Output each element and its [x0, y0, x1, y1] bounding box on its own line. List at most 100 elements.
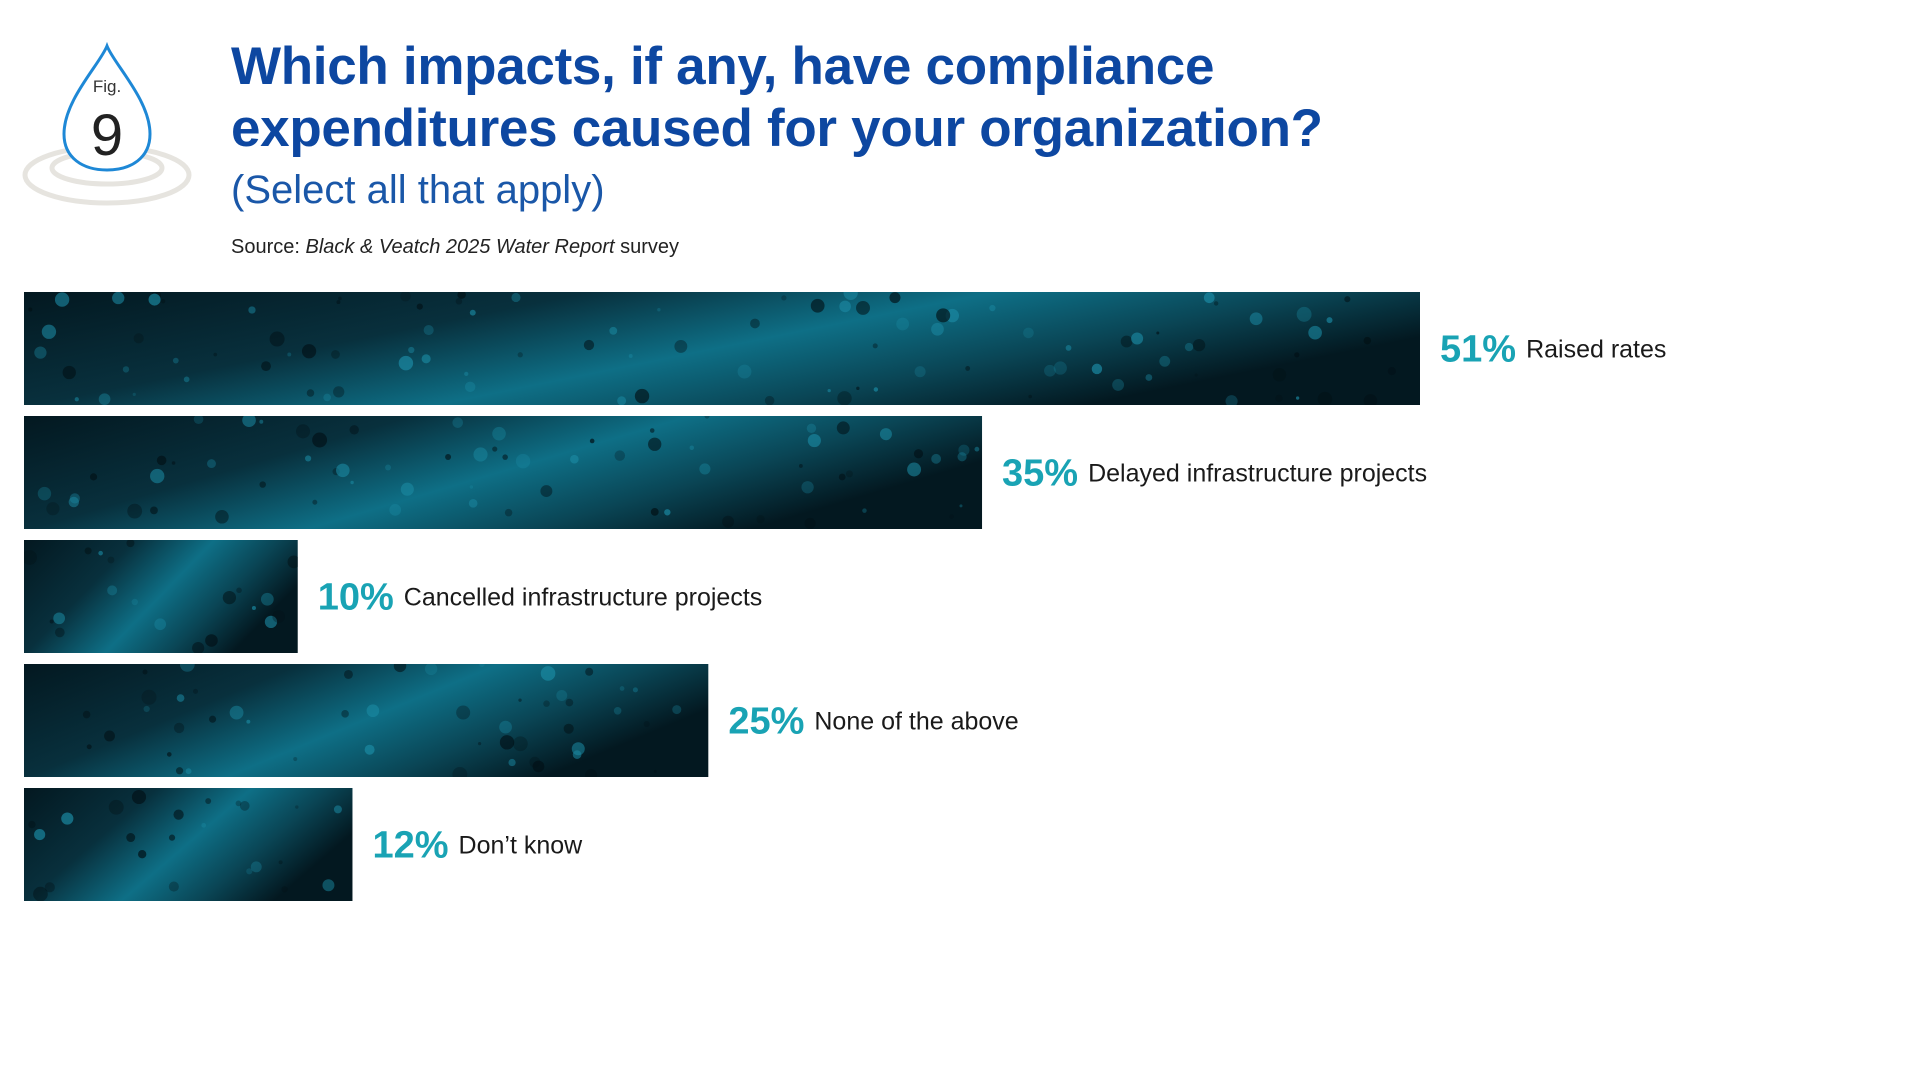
droplet	[540, 666, 556, 681]
droplet	[323, 393, 331, 402]
droplet	[171, 461, 176, 465]
droplet	[674, 339, 688, 353]
droplet	[293, 756, 298, 762]
droplet	[74, 397, 79, 402]
droplet	[260, 592, 274, 606]
droplet	[974, 446, 980, 452]
droplet	[259, 481, 266, 488]
droplet	[34, 829, 46, 841]
droplet	[532, 760, 545, 773]
droplet	[400, 482, 414, 496]
droplet	[49, 619, 54, 624]
droplet	[958, 444, 970, 456]
droplet	[810, 298, 825, 313]
droplet	[873, 387, 879, 392]
water-drop-icon: Fig. 9	[22, 42, 192, 206]
value-label-2: 35%	[1002, 453, 1078, 495]
droplet	[913, 449, 924, 459]
droplet	[305, 455, 312, 462]
droplet	[565, 698, 574, 707]
droplet	[959, 504, 963, 508]
droplet	[764, 395, 775, 405]
droplet	[246, 719, 251, 724]
droplet	[104, 730, 115, 742]
droplet	[168, 834, 176, 841]
droplet	[650, 507, 659, 516]
droplet	[508, 758, 516, 767]
droplet	[250, 861, 262, 873]
droplet	[193, 688, 199, 694]
droplet	[205, 798, 212, 805]
droplet	[127, 503, 143, 519]
droplet	[131, 789, 147, 805]
bar-series: 51% Raised rates 35% Delayed infrastructure…	[24, 292, 1666, 901]
droplet	[131, 598, 138, 606]
droplet	[301, 344, 317, 359]
droplet	[827, 388, 831, 393]
droplet	[312, 432, 328, 448]
droplet	[1131, 332, 1144, 345]
droplet	[843, 292, 858, 300]
droplet	[246, 868, 253, 875]
droplet	[648, 437, 662, 451]
droplet	[856, 386, 860, 390]
droplet	[750, 318, 760, 329]
droplet	[343, 669, 353, 679]
droplet	[278, 860, 283, 865]
droplet	[24, 550, 37, 565]
droplet	[804, 517, 816, 529]
droplet	[1023, 327, 1034, 339]
chart-subtitle: (Select all that apply)	[231, 168, 605, 212]
droplet	[393, 664, 407, 673]
droplet	[699, 463, 711, 475]
droplet	[154, 618, 167, 631]
droplet	[1272, 368, 1287, 382]
droplet	[872, 343, 878, 349]
droplet	[957, 452, 967, 462]
droplet	[416, 303, 423, 310]
bar-4	[24, 664, 709, 777]
title-block: Which impacts, if any, have compliance e…	[231, 36, 1731, 260]
droplet	[468, 498, 478, 508]
droplet	[54, 292, 70, 307]
category-label-3: Cancelled infrastructure projects	[404, 584, 762, 612]
droplet	[1028, 394, 1032, 399]
droplet	[34, 346, 47, 359]
droplet	[1145, 374, 1153, 381]
droplet	[322, 879, 335, 892]
droplet	[193, 416, 204, 425]
droplet	[1294, 352, 1300, 358]
droplet	[1344, 296, 1351, 303]
bar-texture-3	[24, 540, 298, 653]
droplet	[492, 426, 506, 441]
droplet	[209, 715, 217, 723]
droplet	[452, 417, 464, 428]
droplet	[205, 634, 218, 647]
droplet	[350, 480, 354, 485]
drop-shape	[62, 42, 152, 172]
droplet	[839, 300, 851, 313]
droplet	[175, 767, 184, 775]
droplet	[400, 292, 411, 302]
source-prefix: Source:	[231, 236, 306, 258]
droplet	[55, 627, 65, 638]
droplet	[583, 339, 595, 351]
droplet	[837, 391, 852, 405]
droplet	[572, 750, 582, 759]
droplet	[502, 454, 508, 460]
droplet	[28, 820, 36, 829]
value-label-5: 12%	[372, 825, 448, 867]
droplet	[540, 485, 553, 498]
droplet	[464, 371, 469, 376]
droplet	[333, 386, 345, 398]
droplet	[781, 295, 787, 301]
droplet	[138, 850, 147, 859]
bar-2	[24, 416, 983, 529]
value-label-1: 51%	[1440, 329, 1516, 371]
droplet	[653, 769, 657, 773]
droplet	[37, 486, 52, 501]
bar-texture-1	[28, 292, 1396, 405]
droplet	[517, 352, 523, 358]
droplet	[518, 698, 522, 702]
droplet	[312, 499, 318, 505]
